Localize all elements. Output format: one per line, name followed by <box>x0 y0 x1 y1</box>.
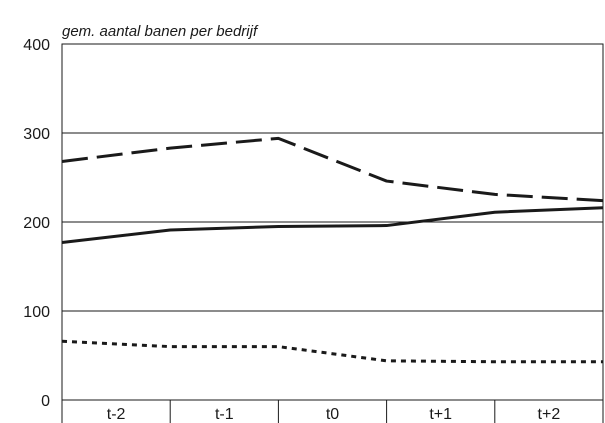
series-layer <box>61 136 604 364</box>
y-tick-label: 200 <box>23 215 50 232</box>
y-tick-label: 100 <box>23 304 50 321</box>
plot-border <box>61 43 604 401</box>
y-tick-label: 0 <box>41 393 50 410</box>
x-tick-label: t-2 <box>107 406 126 423</box>
x-tick-label: t+2 <box>538 406 561 423</box>
gridlines <box>62 132 603 312</box>
y-tick-label: 300 <box>23 126 50 143</box>
y-tick-label: 400 <box>23 37 50 54</box>
series-line-solid <box>61 206 604 244</box>
x-tick-label: t+1 <box>429 406 452 423</box>
plot-frame <box>61 43 604 401</box>
series-line-dashed <box>61 136 604 203</box>
x-tick-label: t-1 <box>215 406 234 423</box>
y-axis-title: gem. aantal banen per bedrijf <box>62 23 259 40</box>
series-line-dotted <box>61 339 603 364</box>
x-tick-label: t0 <box>326 406 339 423</box>
y-axis-ticks: 0 100 200 300 400 <box>23 37 50 410</box>
x-axis-ticks: t-2 t-1 t0 t+1 t+2 <box>61 400 604 423</box>
